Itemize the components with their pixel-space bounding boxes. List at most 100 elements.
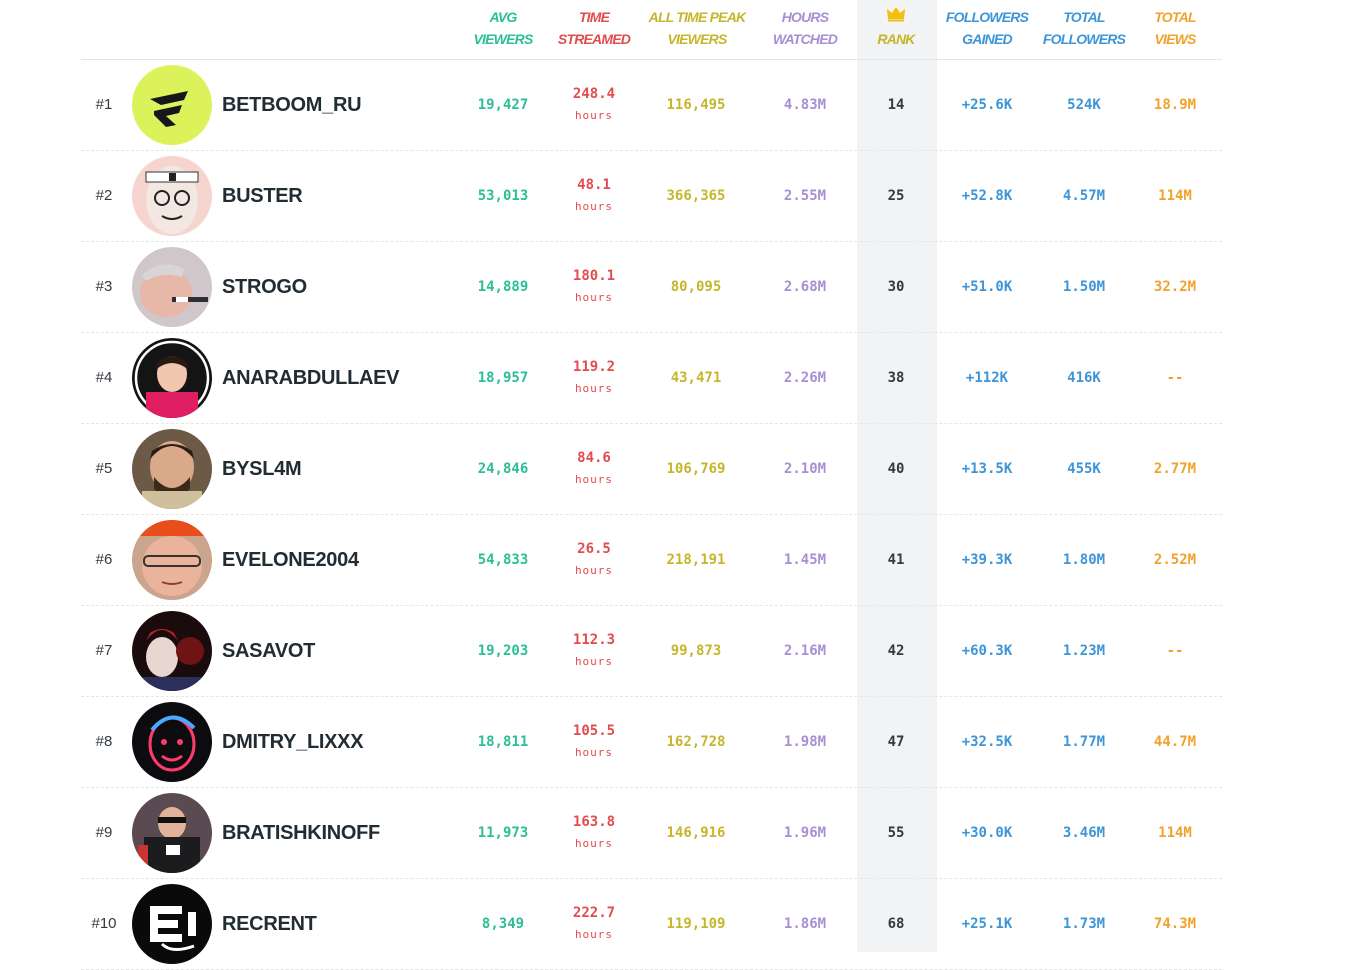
followers-gained-value: +25.6K <box>961 97 1013 113</box>
header-followers-gained-line1: FOLLOWERS <box>945 9 1029 25</box>
header-total-views[interactable]: TOTAL VIEWS <box>1127 6 1223 50</box>
hours-watched-value: 1.86M <box>783 916 827 932</box>
total-views-value: 114M <box>1158 825 1192 841</box>
header-hours-watched[interactable]: HOURS WATCHED <box>757 6 853 50</box>
avatar[interactable] <box>132 247 212 327</box>
time-streamed-value: 163.8 <box>572 814 616 830</box>
avg-viewers-value: 18,957 <box>477 370 529 386</box>
streamer-name-link[interactable]: BRATISHKINOFF <box>222 822 380 844</box>
avatar[interactable] <box>132 520 212 600</box>
avatar[interactable] <box>132 65 212 145</box>
rank-value: 68 <box>887 916 905 932</box>
avg-viewers-value: 14,889 <box>477 279 529 295</box>
total-views-value: 2.52M <box>1153 552 1197 568</box>
peak-viewers-value: 80,095 <box>670 279 722 295</box>
table-row[interactable]: #9 BRATISHKINOFF 163.8 hours 11,973 146,916 1.… <box>81 788 1222 879</box>
followers-gained-value: +112K <box>965 370 1009 386</box>
table-row[interactable]: #5 BYSL4M 84.6 hours 24,846 106,769 2.10M 40 +13… <box>81 424 1222 515</box>
header-peak-viewers[interactable]: ALL TIME PEAK VIEWERS <box>637 6 757 50</box>
table-row[interactable]: #1 BETBOOM_RU 248.4 hours 19,427 116,495 4.83M… <box>81 60 1222 151</box>
row-position: #9 <box>95 824 113 841</box>
rank-value: 40 <box>887 461 905 477</box>
peak-viewers-value: 119,109 <box>666 916 726 932</box>
rank-value: 41 <box>887 552 905 568</box>
table-row[interactable]: #4 ANARABDULLAEV 119.2 hours 18,957 43,471 2.2… <box>81 333 1222 424</box>
time-streamed-unit: hours <box>574 473 614 486</box>
time-streamed-unit: hours <box>574 200 614 213</box>
hours-watched-value: 1.45M <box>783 552 827 568</box>
time-streamed-value: 48.1 <box>577 177 611 193</box>
time-streamed-value: 26.5 <box>577 541 611 557</box>
peak-viewers-value: 106,769 <box>666 461 726 477</box>
row-position: #2 <box>95 187 113 204</box>
time-streamed-cell: 26.5 hours <box>546 540 642 584</box>
header-total-followers[interactable]: TOTAL FOLLOWERS <box>1036 6 1132 50</box>
time-streamed-cell: 48.1 hours <box>546 176 642 220</box>
streamer-name-link[interactable]: BYSL4M <box>222 458 302 480</box>
table-row[interactable]: #7 SASAVOT 112.3 hours 19,203 99,873 2.16M 42 +6… <box>81 606 1222 697</box>
time-streamed-value: 119.2 <box>572 359 616 375</box>
peak-viewers-value: 116,495 <box>666 97 726 113</box>
avatar[interactable] <box>132 338 212 418</box>
streamer-name-link[interactable]: EVELONE2004 <box>222 549 359 571</box>
total-followers-value: 1.23M <box>1062 643 1106 659</box>
avatar[interactable] <box>132 793 212 873</box>
rank-value: 14 <box>887 97 905 113</box>
time-streamed-unit: hours <box>574 746 614 759</box>
rank-value: 55 <box>887 825 905 841</box>
leaderboard-table: AVG VIEWERS TIME STREAMED ALL TIME PEAK … <box>81 0 1222 970</box>
total-views-value: -- <box>1166 370 1184 386</box>
streamer-name-link[interactable]: ANARABDULLAEV <box>222 367 400 389</box>
streamer-name-link[interactable]: RECRENT <box>222 913 317 935</box>
streamer-name-link[interactable]: BUSTER <box>222 185 303 207</box>
time-streamed-cell: 222.7 hours <box>546 904 642 948</box>
peak-viewers-value: 43,471 <box>670 370 722 386</box>
time-streamed-unit: hours <box>574 655 614 668</box>
total-views-value: 32.2M <box>1153 279 1197 295</box>
header-total-views-line2: VIEWS <box>1154 31 1196 47</box>
followers-gained-value: +13.5K <box>961 461 1013 477</box>
header-avg-viewers-line1: AVG <box>489 9 518 25</box>
header-followers-gained-line2: GAINED <box>962 31 1012 47</box>
followers-gained-value: +39.3K <box>961 552 1013 568</box>
header-avg-viewers-line2: VIEWERS <box>473 31 534 47</box>
table-row[interactable]: #3 STROGO 180.1 hours 14,889 80,095 2.68M 30 +51… <box>81 242 1222 333</box>
avatar[interactable] <box>132 429 212 509</box>
rank-column-highlight <box>857 0 937 952</box>
header-rank[interactable]: RANK <box>848 6 944 50</box>
header-rank-label: RANK <box>877 31 915 47</box>
peak-viewers-value: 162,728 <box>666 734 726 750</box>
rank-value: 30 <box>887 279 905 295</box>
table-row[interactable]: #8 DMITRY_LIXXX 105.5 hours 18,811 162,728 1.9… <box>81 697 1222 788</box>
rank-value: 42 <box>887 643 905 659</box>
table-row[interactable]: #10 RECRENT 222.7 hours 8,349 119,109 1.86M 68 +… <box>81 879 1222 970</box>
header-total-views-line1: TOTAL <box>1154 9 1196 25</box>
header-avg-viewers[interactable]: AVG VIEWERS <box>455 6 551 50</box>
total-followers-value: 416K <box>1067 370 1101 386</box>
table-row[interactable]: #6 EVELONE2004 26.5 hours 54,833 218,191 1.45M… <box>81 515 1222 606</box>
total-followers-value: 4.57M <box>1062 188 1106 204</box>
total-views-value: 114M <box>1158 188 1192 204</box>
avg-viewers-value: 18,811 <box>477 734 529 750</box>
streamer-name-link[interactable]: DMITRY_LIXXX <box>222 731 364 753</box>
time-streamed-cell: 180.1 hours <box>546 267 642 311</box>
hours-watched-value: 2.55M <box>783 188 827 204</box>
avg-viewers-value: 8,349 <box>481 916 525 932</box>
avatar[interactable] <box>132 611 212 691</box>
time-streamed-value: 112.3 <box>572 632 616 648</box>
table-row[interactable]: #2 BUSTER 48.1 hours 53,013 366,365 2.55M 25 +52… <box>81 151 1222 242</box>
streamer-name-link[interactable]: STROGO <box>222 276 307 298</box>
total-followers-value: 1.50M <box>1062 279 1106 295</box>
header-time-streamed[interactable]: TIME STREAMED <box>546 6 642 50</box>
streamer-name-link[interactable]: BETBOOM_RU <box>222 94 362 116</box>
avatar[interactable] <box>132 884 212 964</box>
header-followers-gained[interactable]: FOLLOWERS GAINED <box>939 6 1035 50</box>
followers-gained-value: +30.0K <box>961 825 1013 841</box>
avatar[interactable] <box>132 702 212 782</box>
avg-viewers-value: 19,427 <box>477 97 529 113</box>
avg-viewers-value: 54,833 <box>477 552 529 568</box>
streamer-name-link[interactable]: SASAVOT <box>222 640 316 662</box>
hours-watched-value: 1.96M <box>783 825 827 841</box>
row-position: #3 <box>95 278 113 295</box>
avatar[interactable] <box>132 156 212 236</box>
